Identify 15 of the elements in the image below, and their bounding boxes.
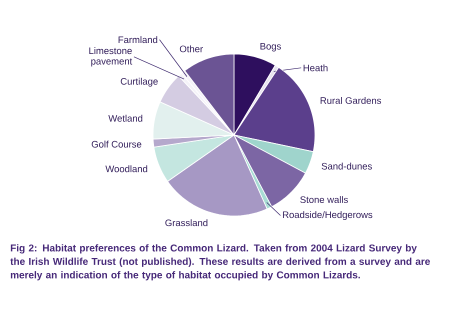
slice-label: Bogs — [260, 42, 281, 52]
slice-label: Stone walls — [300, 196, 348, 204]
slice-label: Farmland — [118, 36, 158, 44]
slice-label: Sand-dunes — [322, 162, 372, 170]
slice-label: Golf Course — [92, 140, 142, 148]
slice-label: Curtilage — [120, 78, 158, 87]
slice-label: Wetland — [108, 114, 142, 122]
caption: Fig 2: Habitat preferences of the Common Lizard. Taken from 2004 Lizard Survey by the Irish Wildlife Trust (not published). These results are derived from a survey and are merely an indication of the type of habitat occupied by Common Lizards. — [10, 244, 430, 280]
slice-label: Woodland — [105, 165, 148, 172]
slice-label: Grassland — [165, 219, 208, 226]
slice-label: Heath — [304, 64, 328, 72]
slice-label: Limestone pavement — [89, 47, 132, 66]
slice-label: Roadside/Hedgerows — [282, 211, 372, 220]
slice-label: Rural Gardens — [320, 96, 382, 104]
slice-label: Other — [180, 45, 203, 52]
